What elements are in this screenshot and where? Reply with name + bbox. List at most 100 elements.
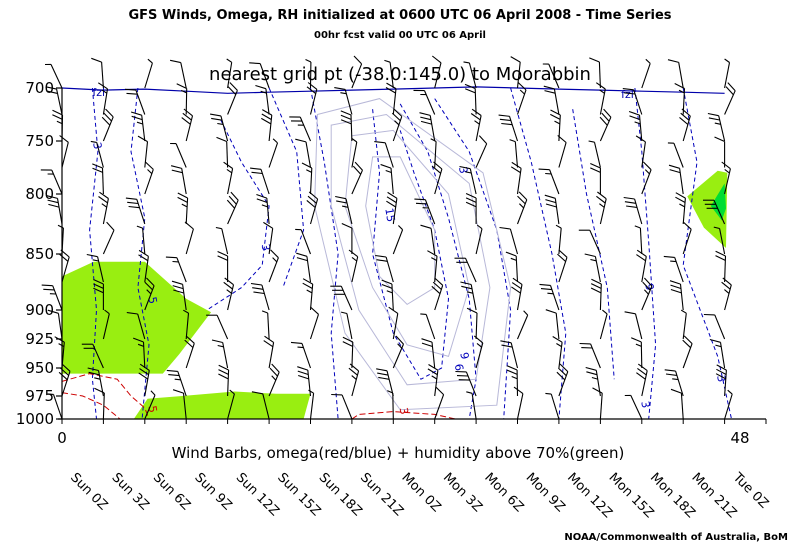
wind-barb-feather [636, 249, 647, 257]
wind-barb-feather [431, 165, 442, 174]
wind-barb-feather [511, 161, 522, 169]
wind-barb-feather [591, 278, 602, 285]
wind-barb-staff [221, 228, 229, 255]
wind-barb-staff [102, 392, 105, 420]
wind-barb-feather [519, 203, 525, 209]
y-axis-tick-label: 700 [25, 79, 54, 97]
wind-barb-feather [380, 163, 392, 169]
time-tick-label: Sun 3Z [109, 470, 152, 513]
wind-barb-feather [87, 367, 99, 372]
wind-barb-feather [227, 86, 237, 95]
wind-barb-staff [475, 312, 478, 340]
wind-barb-feather [307, 82, 318, 90]
wind-barb-feather [678, 89, 685, 94]
wind-barb-staff [144, 141, 149, 168]
wind-barb-feather [721, 281, 731, 290]
wind-barb-feather [682, 339, 691, 349]
wind-barb-feather [460, 281, 472, 286]
wind-barb-staff [516, 393, 524, 420]
wind-barb-staff [268, 115, 273, 142]
wind-barb-feather [431, 257, 437, 261]
wind-barb-feather [397, 343, 403, 349]
wind-barb-feather [466, 291, 473, 294]
wind-barb-staff [475, 115, 482, 142]
wind-barb-feather [334, 87, 346, 90]
credit-line: NOAA/Commonwealth of Australia, BoM [564, 532, 788, 543]
wind-barb-staff [555, 313, 560, 340]
wind-barb-feather [715, 373, 727, 380]
wind-barb-feather [707, 112, 719, 117]
wind-barb-feather [226, 199, 236, 209]
wind-barb-feather [378, 376, 390, 380]
wind-barb-staff [268, 142, 279, 168]
wind-barb-staff [516, 62, 521, 89]
wind-barb-feather [184, 339, 194, 348]
wind-barb-feather [635, 343, 642, 347]
wind-barb-staff [514, 141, 519, 168]
wind-barb-staff [262, 393, 270, 420]
wind-barb-feather [466, 307, 478, 314]
wind-barb-feather [637, 363, 648, 372]
wind-barb-feather [545, 309, 557, 314]
wind-barb-feather [340, 114, 352, 120]
wind-barb-feather [172, 285, 184, 290]
wind-barb-feather [470, 113, 481, 121]
wind-barb-feather [386, 82, 397, 90]
wind-barb-feather [557, 253, 566, 262]
wind-barb-feather [296, 252, 308, 257]
wind-barb-feather [252, 287, 264, 290]
wind-barb-staff [509, 228, 519, 255]
wind-barb-feather [499, 226, 511, 230]
wind-barb-feather [636, 254, 646, 262]
humidity-region [133, 391, 311, 419]
wind-barb-feather [428, 364, 439, 371]
wind-barb-feather [675, 192, 686, 199]
wind-barb-feather [724, 289, 730, 294]
wind-barb-feather [420, 313, 427, 315]
wind-barb-feather [263, 340, 274, 348]
wind-barb-feather [170, 165, 182, 169]
wind-barb-feather [138, 254, 149, 262]
wind-barb-feather [59, 253, 69, 262]
time-tick-label: Sun 9Z [191, 470, 234, 513]
wind-barb-feather [420, 224, 432, 229]
wind-barb-feather [211, 339, 223, 344]
wind-barb-feather [138, 249, 149, 257]
wind-barb-feather [269, 367, 278, 377]
wind-barb-feather [663, 255, 675, 258]
wind-barb-feather [144, 161, 154, 170]
time-tick-label: Sun 18Z [316, 470, 365, 519]
wind-barb-staff [680, 393, 684, 420]
wind-barb-staff [142, 228, 146, 255]
wind-barb-feather [415, 202, 428, 205]
wind-barb-feather [297, 366, 308, 371]
wind-barb-feather [146, 289, 152, 295]
wind-barb-staff [434, 62, 442, 89]
wind-barb-staff [102, 313, 110, 340]
wind-barb-feather [629, 115, 641, 121]
wind-barb-feather [420, 120, 432, 125]
wind-barb-feather [603, 108, 612, 118]
wind-barb-feather [52, 114, 63, 120]
wind-barb-feather [261, 117, 272, 125]
wind-barb-staff [309, 314, 320, 340]
y-axis-tick-label: 975 [25, 387, 54, 405]
wind-barb-feather [642, 281, 651, 291]
x-axis-min-label: 0 [57, 429, 67, 447]
wind-barb-feather [387, 191, 398, 199]
omega-sinking-contour [61, 373, 150, 420]
wind-barb-feather [348, 367, 358, 376]
wind-barb-feather [297, 346, 304, 349]
wind-barb-feather [341, 222, 353, 229]
wind-barb-feather [260, 90, 267, 94]
wind-barb-feather [635, 135, 646, 143]
wind-barb-staff [475, 228, 483, 255]
wind-barb-feather [668, 164, 680, 169]
wind-barb-feather [128, 205, 140, 209]
time-tick-label: Sun 15Z [274, 470, 323, 519]
wind-barb-feather [99, 191, 109, 199]
wind-barb-feather [724, 168, 730, 174]
omega-contour-label: 9 [642, 282, 656, 291]
wind-barb-feather [46, 195, 58, 199]
wind-barb-staff [599, 283, 602, 311]
